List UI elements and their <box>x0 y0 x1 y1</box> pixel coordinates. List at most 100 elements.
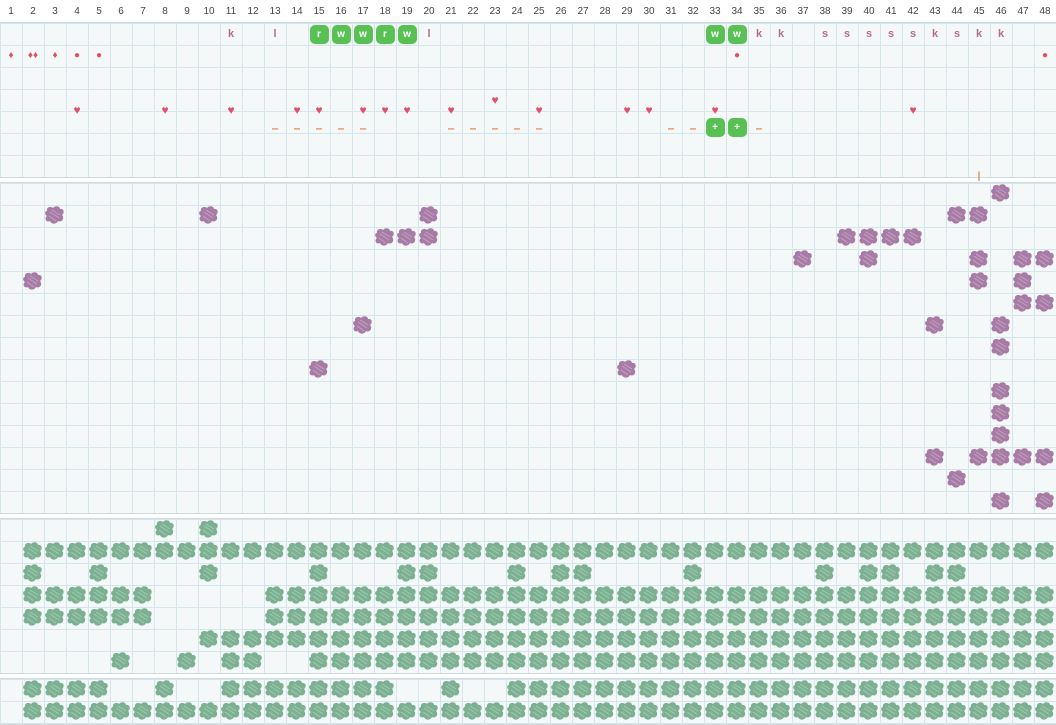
green-blob-icon <box>331 630 350 648</box>
action-tile[interactable]: r <box>309 24 329 44</box>
green-blob-icon <box>661 680 680 698</box>
green-blob-icon <box>793 630 812 648</box>
green-blob-icon <box>969 586 988 604</box>
green-blob-icon <box>485 586 504 604</box>
heart-icon: ♥ <box>161 102 169 117</box>
green-blob-icon <box>881 680 900 698</box>
green-region-lower <box>0 678 1056 725</box>
green-blob-icon <box>397 630 416 648</box>
green-blob-icon <box>903 586 922 604</box>
action-tile[interactable]: + <box>705 118 725 137</box>
column-number: 39 <box>841 6 853 17</box>
green-blob-icon <box>133 702 152 720</box>
green-blob-icon <box>573 652 592 670</box>
green-blob-icon <box>903 542 922 560</box>
green-blob-icon <box>243 680 262 698</box>
green-blob-icon <box>903 702 922 720</box>
green-blob-icon <box>617 608 636 626</box>
green-blob-icon <box>815 608 834 626</box>
heart-icon: ♥ <box>711 102 719 117</box>
purple-blob-icon <box>969 272 988 290</box>
green-blob-icon <box>991 542 1010 560</box>
green-blob-icon <box>683 652 702 670</box>
letter-marker: s <box>865 28 873 40</box>
green-blob-icon <box>617 652 636 670</box>
green-blob-icon <box>793 542 812 560</box>
green-blob-icon <box>507 564 526 582</box>
green-blob-icon <box>1035 680 1054 698</box>
green-blob-icon <box>221 702 240 720</box>
action-tile[interactable]: w <box>353 24 373 44</box>
green-blob-icon <box>309 542 328 560</box>
green-blob-icon <box>199 520 218 538</box>
green-blob-icon <box>441 680 460 698</box>
green-blob-icon <box>111 608 130 626</box>
green-blob-icon <box>375 702 394 720</box>
green-blob-icon <box>1013 608 1032 626</box>
green-blob-icon <box>199 564 218 582</box>
green-blob-icon <box>925 542 944 560</box>
green-blob-icon <box>595 652 614 670</box>
green-blob-icon <box>749 630 768 648</box>
purple-region <box>0 182 1056 514</box>
green-blob-icon <box>727 680 746 698</box>
green-blob-icon <box>507 702 526 720</box>
heart-icon: ♥ <box>909 102 917 117</box>
green-blob-icon <box>683 680 702 698</box>
green-blob-icon <box>661 652 680 670</box>
green-blob-icon <box>859 542 878 560</box>
action-tile[interactable]: + <box>727 118 747 137</box>
dash-marker: – <box>315 120 323 135</box>
green-blob-icon <box>199 702 218 720</box>
green-blob-icon <box>309 586 328 604</box>
green-blob-icon <box>969 542 988 560</box>
column-number: 46 <box>995 6 1007 17</box>
letter-marker: k <box>227 28 235 40</box>
green-blob-icon <box>507 586 526 604</box>
action-tile[interactable]: w <box>397 24 417 44</box>
green-blob-icon <box>595 702 614 720</box>
green-blob-icon <box>287 608 306 626</box>
green-blob-icon <box>485 652 504 670</box>
green-blob-icon <box>331 542 350 560</box>
green-blob-icon <box>67 586 86 604</box>
dash-marker: – <box>535 120 543 135</box>
green-blob-icon <box>265 608 284 626</box>
column-number: 40 <box>863 6 875 17</box>
green-blob-icon <box>793 702 812 720</box>
green-blob-icon <box>485 608 504 626</box>
column-number: 37 <box>797 6 809 17</box>
action-tile[interactable]: r <box>375 24 395 44</box>
green-blob-icon <box>1035 652 1054 670</box>
green-blob-icon <box>89 680 108 698</box>
column-number: 1 <box>8 6 14 17</box>
green-blob-icon <box>903 680 922 698</box>
action-tile[interactable]: w <box>705 24 725 44</box>
green-blob-icon <box>815 680 834 698</box>
purple-blob-icon <box>969 448 988 466</box>
column-number: 17 <box>357 6 369 17</box>
purple-blob-icon <box>353 316 372 334</box>
action-tile[interactable]: w <box>727 24 747 44</box>
green-blob-icon <box>309 652 328 670</box>
green-blob-icon <box>419 542 438 560</box>
column-number: 26 <box>555 6 567 17</box>
green-blob-icon <box>595 542 614 560</box>
green-blob-icon <box>727 586 746 604</box>
column-number: 14 <box>291 6 303 17</box>
green-blob-icon <box>815 542 834 560</box>
green-blob-icon <box>23 608 42 626</box>
green-blob-icon <box>1035 702 1054 720</box>
green-blob-icon <box>859 652 878 670</box>
green-blob-icon <box>485 702 504 720</box>
green-blob-icon <box>111 702 130 720</box>
column-number: 6 <box>118 6 124 17</box>
green-blob-icon <box>221 630 240 648</box>
column-number: 38 <box>819 6 831 17</box>
green-blob-icon <box>375 652 394 670</box>
green-blob-icon <box>287 630 306 648</box>
action-tile[interactable]: w <box>331 24 351 44</box>
dash-marker: – <box>337 120 345 135</box>
column-number: 23 <box>489 6 501 17</box>
green-blob-icon <box>89 542 108 560</box>
